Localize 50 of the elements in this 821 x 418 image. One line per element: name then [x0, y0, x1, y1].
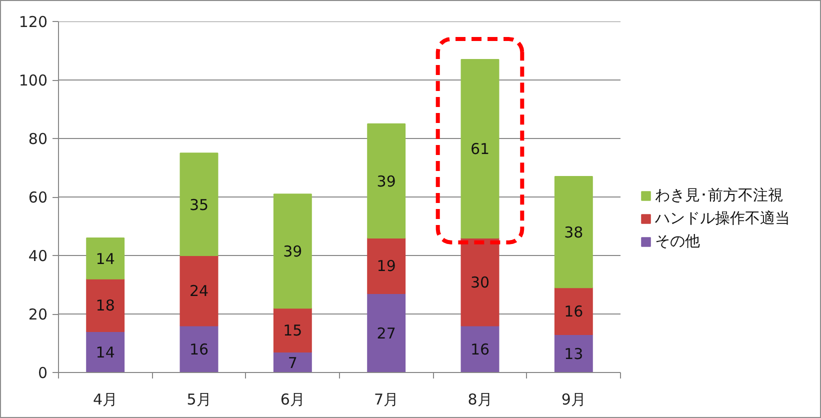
- data-label: 38: [564, 224, 584, 242]
- bar: [367, 237, 406, 294]
- bar: [460, 237, 500, 326]
- bar: [554, 287, 593, 335]
- data-label: 35: [189, 196, 209, 214]
- bar: [86, 278, 125, 332]
- x-tick-label: 5月: [186, 390, 212, 408]
- data-label: 14: [96, 344, 115, 362]
- x-tick-label: 8月: [468, 390, 492, 408]
- data-label: 39: [376, 172, 396, 190]
- y-tick-label: 120: [18, 13, 48, 31]
- legend-label: わき見･前方不注視: [655, 186, 783, 205]
- data-label: 13: [564, 344, 584, 363]
- bar: [86, 331, 125, 372]
- x-tick-label: 4月: [93, 390, 118, 408]
- bar: [180, 255, 218, 326]
- legend-label: その他: [655, 232, 700, 251]
- bar: [554, 334, 593, 372]
- data-label: 19: [376, 257, 396, 276]
- data-label: 61: [470, 140, 490, 158]
- x-tick-label: 9月: [561, 390, 586, 408]
- x-tick-label: 7月: [374, 390, 399, 408]
- data-label: 30: [470, 273, 490, 292]
- y-tick-label: 40: [28, 247, 48, 265]
- x-tick-label: 6月: [280, 390, 305, 408]
- data-label: 39: [283, 242, 302, 261]
- bar: [554, 176, 593, 288]
- data-label: 24: [189, 282, 209, 300]
- bar: [273, 308, 312, 353]
- data-label: 18: [96, 296, 115, 315]
- bar: [273, 194, 312, 309]
- bar: [367, 123, 406, 238]
- y-tick-label: 20: [28, 306, 48, 324]
- data-label: 7: [288, 354, 298, 372]
- bar: [180, 325, 218, 372]
- data-label: 27: [376, 324, 396, 343]
- data-label: 16: [564, 302, 584, 321]
- y-tick-label: 100: [18, 72, 48, 90]
- y-tick-label: 0: [38, 364, 48, 382]
- bar: [86, 237, 125, 280]
- y-tick-label: 80: [28, 130, 48, 148]
- bar: [367, 293, 406, 372]
- data-label: 16: [470, 340, 490, 359]
- data-label: 14: [96, 250, 115, 268]
- y-tick-label: 60: [28, 188, 48, 206]
- bar: [180, 152, 218, 256]
- legend-label: ハンドル操作不適当: [655, 209, 790, 228]
- data-label: 15: [283, 322, 302, 340]
- data-label: 16: [189, 340, 209, 359]
- bar: [460, 325, 500, 372]
